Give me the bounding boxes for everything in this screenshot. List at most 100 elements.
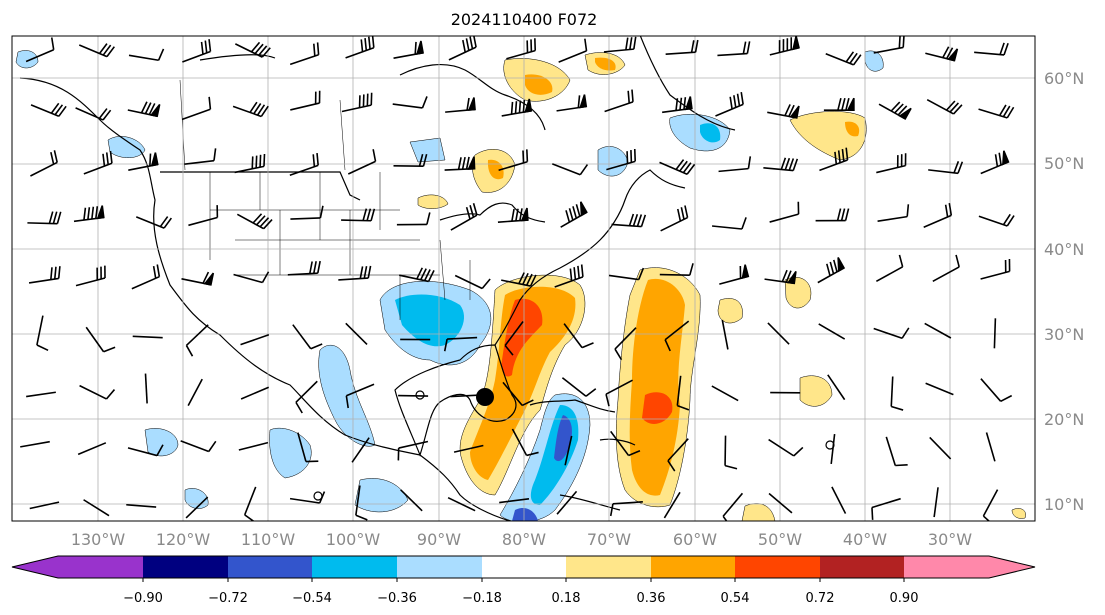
wind-barb bbox=[929, 436, 952, 460]
wind-barb bbox=[392, 96, 428, 109]
wind-barb bbox=[603, 36, 637, 53]
wind-barb bbox=[185, 496, 209, 519]
lon-label: 130°W bbox=[71, 530, 126, 549]
lat-label: 50°N bbox=[1044, 154, 1084, 173]
latitude-labels: 60°N 50°N 40°N 30°N 20°N 10°N bbox=[1044, 69, 1084, 514]
wind-barb bbox=[980, 150, 1010, 175]
wind-barb bbox=[605, 379, 633, 407]
wind-barb bbox=[925, 382, 954, 396]
wind-barb bbox=[184, 148, 217, 165]
wind-barb bbox=[768, 492, 793, 514]
wind-barb bbox=[132, 335, 163, 339]
wind-barb bbox=[135, 216, 173, 229]
colorbar-extend-high bbox=[989, 556, 1035, 578]
colorbar-segment bbox=[228, 556, 312, 578]
wind-barb bbox=[825, 51, 862, 66]
wind-barb bbox=[561, 377, 597, 397]
lon-label: 50°W bbox=[758, 530, 802, 549]
colorbar-segment bbox=[397, 556, 482, 578]
wind-barb bbox=[83, 499, 110, 517]
wind-barb bbox=[355, 485, 368, 521]
colorbar-segment bbox=[820, 556, 904, 578]
wind-barb bbox=[238, 441, 269, 451]
lat-label: 60°N bbox=[1044, 69, 1084, 88]
wind-barb bbox=[876, 153, 907, 174]
wind-barbs bbox=[20, 36, 1015, 521]
wind-barb bbox=[393, 153, 428, 167]
wind-barb bbox=[610, 430, 641, 457]
wind-barb bbox=[85, 326, 116, 353]
wind-barb bbox=[563, 323, 594, 349]
wind-barb bbox=[26, 391, 56, 398]
wind-barb bbox=[75, 265, 106, 287]
wind-barb bbox=[877, 204, 910, 222]
colorbar-segment bbox=[904, 556, 989, 578]
wind-barb bbox=[234, 41, 271, 58]
wind-barb bbox=[73, 205, 105, 223]
lon-label: 60°W bbox=[673, 530, 717, 549]
wind-barb bbox=[233, 271, 270, 284]
wind-barb bbox=[83, 150, 113, 175]
wind-barb bbox=[724, 435, 738, 470]
lat-label: 40°N bbox=[1044, 240, 1084, 259]
wind-barb bbox=[28, 266, 61, 284]
wind-barb bbox=[823, 97, 855, 112]
lat-label: 30°N bbox=[1044, 325, 1084, 344]
wind-barb bbox=[501, 98, 533, 117]
circle-marker bbox=[825, 440, 835, 450]
wind-barb bbox=[341, 92, 373, 113]
wind-barb bbox=[556, 94, 588, 112]
wind-barb bbox=[338, 265, 372, 281]
wind-barb bbox=[769, 36, 800, 56]
wind-barb bbox=[560, 201, 588, 228]
wind-barb bbox=[289, 152, 319, 177]
gridlines bbox=[12, 36, 1035, 521]
wind-barb bbox=[448, 36, 477, 61]
colorbar-tick-label: −0.18 bbox=[462, 591, 502, 606]
wind-barb bbox=[127, 101, 161, 118]
wind-barb bbox=[606, 148, 637, 171]
wind-barb bbox=[400, 489, 423, 512]
colorbar-tick-label: −0.72 bbox=[208, 591, 248, 606]
lon-label: 80°W bbox=[502, 530, 546, 549]
wind-barb bbox=[345, 322, 368, 346]
wind-barb bbox=[240, 386, 270, 400]
wind-barb bbox=[611, 213, 647, 228]
wind-barb bbox=[290, 205, 324, 220]
wind-barb bbox=[232, 101, 269, 118]
wind-barb bbox=[676, 375, 690, 411]
wind-barb bbox=[815, 208, 850, 222]
wind-barb bbox=[769, 201, 800, 223]
wind-barb bbox=[608, 267, 645, 281]
wind-barb bbox=[287, 260, 321, 276]
circle-marker bbox=[313, 491, 323, 501]
wind-barb bbox=[767, 104, 800, 119]
wind-barb bbox=[447, 496, 476, 512]
colorbar-segment bbox=[143, 556, 228, 578]
wind-barb bbox=[614, 327, 637, 361]
wind-barb bbox=[982, 489, 999, 521]
colorbar-segment bbox=[58, 556, 143, 578]
wind-barb bbox=[660, 205, 689, 232]
wind-barb bbox=[78, 43, 115, 58]
wind-barb bbox=[715, 92, 744, 117]
wind-barb bbox=[978, 213, 1015, 227]
wind-barb bbox=[341, 208, 376, 222]
wind-barb bbox=[817, 257, 846, 284]
wind-barb bbox=[75, 107, 112, 121]
wind-barb bbox=[397, 440, 429, 461]
wind-barb bbox=[932, 254, 960, 282]
wind-barb bbox=[926, 98, 963, 115]
wind-barb bbox=[20, 440, 50, 448]
wind-barb bbox=[830, 434, 836, 464]
map-panel bbox=[11, 35, 1036, 522]
colorbar-tick-label: 0.54 bbox=[721, 591, 750, 606]
wind-barb bbox=[831, 486, 847, 514]
colorbar-tick-label: 0.90 bbox=[890, 591, 919, 606]
longitude-labels: 130°W 120°W 110°W 100°W 90°W 80°W 70°W 6… bbox=[71, 530, 972, 549]
wind-barb bbox=[871, 497, 901, 520]
lat-label: 20°N bbox=[1044, 410, 1084, 429]
wind-barb bbox=[29, 501, 60, 510]
wind-barb bbox=[236, 213, 273, 230]
